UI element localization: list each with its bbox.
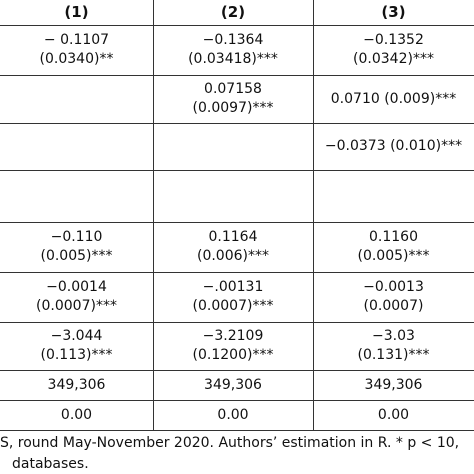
table-cell: 349,306 <box>313 370 474 400</box>
cell-line: 349,306 <box>364 376 423 393</box>
column-header: (3) <box>381 3 406 21</box>
table-cell <box>153 123 313 170</box>
table-cell: −3.03 (0.131)*** <box>313 322 474 370</box>
row-border <box>0 123 474 124</box>
row-border <box>0 322 474 323</box>
cell-line: 0.00 <box>217 406 249 423</box>
table-cell: 0.00 <box>0 400 153 430</box>
cell-line: (0.0097)*** <box>192 100 274 116</box>
cell-line: (0.113)*** <box>40 347 113 363</box>
cell-line: −3.2109 <box>202 328 264 344</box>
table-cell: 0.1164 (0.006)*** <box>153 222 313 272</box>
table-cell <box>0 75 153 123</box>
table-cell: 349,306 <box>0 370 153 400</box>
cell-line: 0.00 <box>377 406 410 423</box>
row-border <box>0 25 474 26</box>
cell-line: (0.0007)*** <box>36 298 117 314</box>
row-border <box>0 272 474 273</box>
cell-line: 0.00 <box>60 406 93 423</box>
cell-line: −.00131 <box>202 279 264 295</box>
table-cell: − 0.1107 (0.0340)** <box>0 25 153 75</box>
table-cell: 0.1160 (0.005)*** <box>313 222 474 272</box>
cell-line: (0.005)*** <box>357 248 430 264</box>
cell-line: 349,306 <box>204 376 262 393</box>
cell-line: 0.1164 <box>208 229 258 245</box>
table-cell <box>0 123 153 170</box>
table-cell: −0.0014 (0.0007)*** <box>0 272 153 322</box>
table-cell: −0.0373 (0.010)*** <box>313 123 474 170</box>
row-border <box>0 170 474 171</box>
cell-line: (0.0342)*** <box>353 51 434 67</box>
table-cell: −3.2109 (0.1200)*** <box>153 322 313 370</box>
table-cell: −3.044 (0.113)*** <box>0 322 153 370</box>
table-cell: 0.00 <box>153 400 313 430</box>
table-cell <box>153 170 313 222</box>
table-cell: 349,306 <box>153 370 313 400</box>
cell-line: (0.0007) <box>363 298 424 314</box>
cell-line: −0.1364 <box>202 32 264 48</box>
table-cell <box>0 170 153 222</box>
cell-line: 0.07158 <box>204 81 262 97</box>
table-cell <box>313 170 474 222</box>
row-border <box>0 430 474 431</box>
cell-line: 0.1160 <box>369 229 418 245</box>
cell-line: (0.03418)*** <box>188 51 278 67</box>
row-border <box>0 370 474 371</box>
note-line: S, round May-November 2020. Authors’ est… <box>0 435 460 451</box>
column-header: (1) <box>64 3 89 21</box>
table-cell: −0.0013 (0.0007) <box>313 272 474 322</box>
cell-line: −0.0373 (0.010)*** <box>324 138 463 154</box>
cell-line: (0.131)*** <box>357 347 430 363</box>
cell-line: (0.1200)*** <box>192 347 274 363</box>
table-cell: 0.07158 (0.0097)*** <box>153 75 313 123</box>
cell-line: (0.005)*** <box>40 248 113 264</box>
row-border <box>0 400 474 401</box>
cell-line: −0.0014 <box>46 279 107 295</box>
cell-line: − 0.1107 <box>43 32 110 48</box>
column-border <box>153 0 154 430</box>
table-cell: 0.00 <box>313 400 474 430</box>
table-cell: −0.1364 (0.03418)*** <box>153 25 313 75</box>
row-border <box>0 222 474 223</box>
table-cell: 0.0710 (0.009)*** <box>313 75 474 123</box>
table-cell: −.00131 (0.0007)*** <box>153 272 313 322</box>
table-cell: −0.110 (0.005)*** <box>0 222 153 272</box>
cell-line: 0.0710 (0.009)*** <box>330 90 457 107</box>
cell-line: −3.03 <box>372 328 415 344</box>
column-header: (2) <box>220 3 246 21</box>
cell-line: −0.0013 <box>363 279 424 295</box>
cell-line: −0.1352 <box>363 32 424 48</box>
table-cell: −0.1352 (0.0342)*** <box>313 25 474 75</box>
cell-line: (0.0340)** <box>39 51 114 67</box>
row-border <box>0 75 474 76</box>
column-border <box>313 0 314 430</box>
cell-line: −3.044 <box>50 328 103 344</box>
cell-line: (0.0007)*** <box>192 298 274 314</box>
note-line: databases. <box>12 456 89 472</box>
cell-line: −0.110 <box>50 229 103 245</box>
cell-line: 349,306 <box>47 376 106 393</box>
cell-line: (0.006)*** <box>196 248 269 264</box>
